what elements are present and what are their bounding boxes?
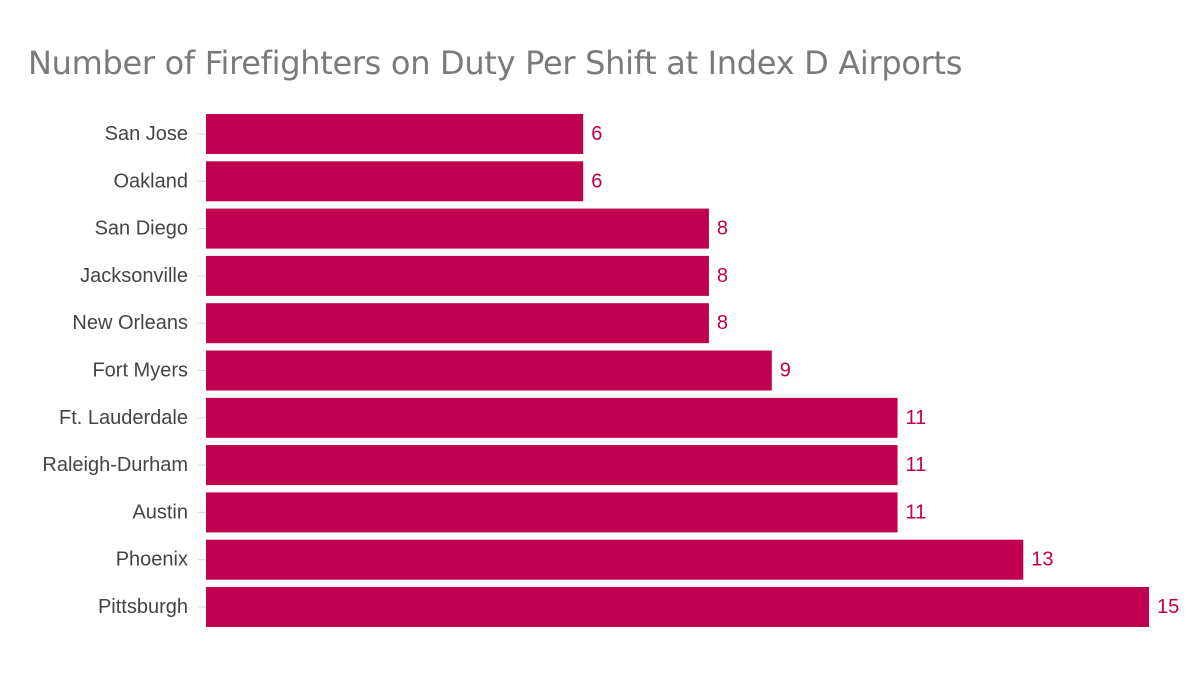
bar-phoenix[interactable] [206,539,1024,580]
value-labels: 6 6 8 8 8 9 11 11 11 13 15 [591,123,1179,618]
value-label-jacksonville: 8 [717,265,728,287]
bar-san-jose[interactable] [206,114,584,154]
category-label-san-diego: San Diego [95,218,188,240]
bar-san-diego[interactable] [206,208,709,249]
category-ticks [198,133,206,608]
category-label-san-jose: San Jose [105,123,188,145]
category-label-new-orleans: New Orleans [72,312,188,334]
category-label-ft-lauderdale: Ft. Lauderdale [59,407,188,429]
value-label-san-jose: 6 [591,123,602,145]
bar-raleigh-durham[interactable] [206,445,898,486]
category-label-oakland: Oakland [114,170,189,192]
value-label-fort-myers: 9 [780,360,791,382]
bar-jacksonville[interactable] [206,255,709,296]
value-label-oakland: 6 [591,170,602,192]
category-label-jacksonville: Jacksonville [80,265,188,287]
bar-ft-lauderdale[interactable] [206,397,898,438]
value-label-san-diego: 8 [717,218,728,240]
value-label-new-orleans: 8 [717,312,728,334]
value-label-austin: 11 [906,501,927,523]
bar-new-orleans[interactable] [206,303,709,344]
category-label-pittsburgh: Pittsburgh [98,596,188,618]
bar-austin[interactable] [206,492,898,533]
chart-title: Number of Firefighters on Duty Per Shift… [28,44,963,82]
bar-fort-myers[interactable] [206,350,772,391]
bars [206,114,1149,627]
category-label-phoenix: Phoenix [116,549,188,571]
category-labels: San Jose Oakland San Diego Jacksonville New … [42,123,188,618]
value-label-pittsburgh: 15 [1157,596,1179,618]
value-label-ft-lauderdale: 11 [906,407,927,429]
category-label-raleigh-durham: Raleigh-Durham [42,454,188,476]
value-label-raleigh-durham: 11 [906,454,927,476]
value-label-phoenix: 13 [1031,549,1053,571]
bar-oakland[interactable] [206,161,584,202]
bar-pittsburgh[interactable] [206,587,1149,627]
category-label-austin: Austin [132,501,188,523]
category-label-fort-myers: Fort Myers [92,360,188,382]
